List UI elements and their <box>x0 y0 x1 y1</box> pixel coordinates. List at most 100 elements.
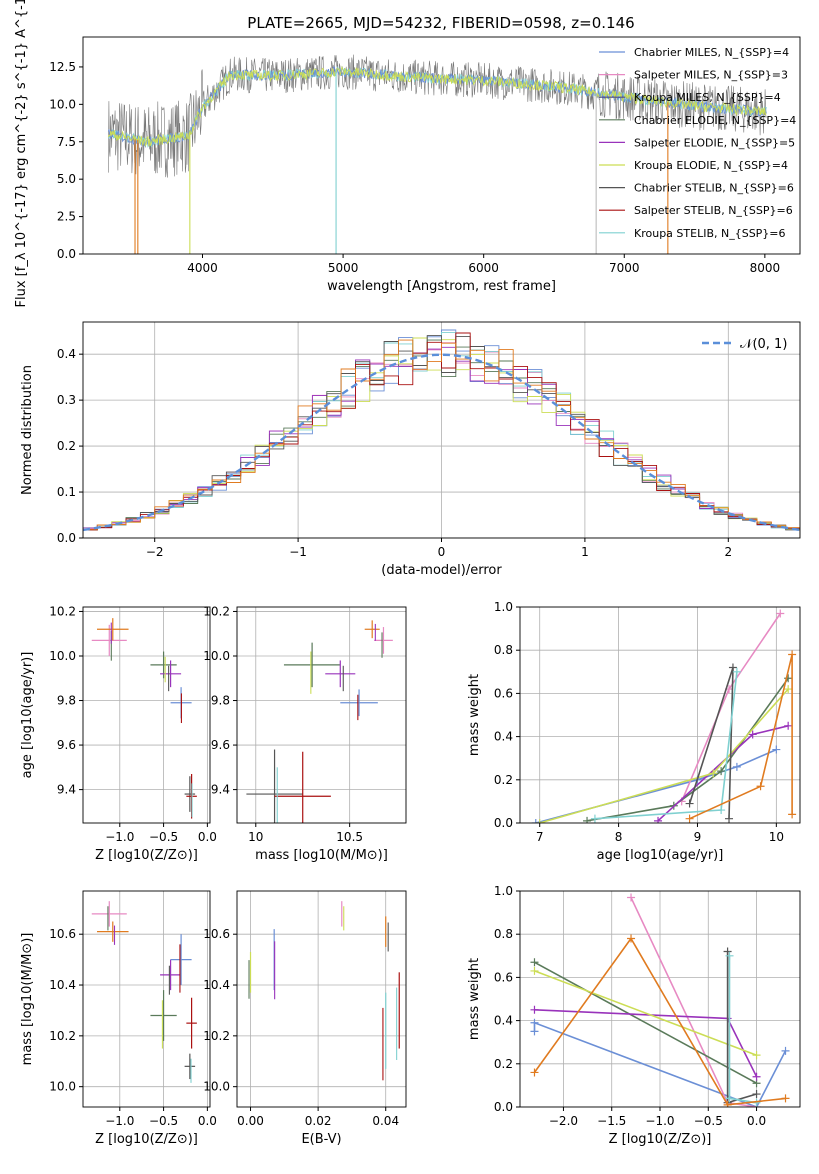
plot-area <box>237 607 406 823</box>
mass-weight-marker <box>530 1018 539 1027</box>
mass-weight-marker <box>752 1072 761 1081</box>
mass-weight-marker <box>756 782 765 791</box>
spectrum-data <box>108 54 767 178</box>
mass-weight-line <box>533 1021 787 1107</box>
mass-weight-marker <box>590 814 599 823</box>
spectrum-model <box>107 65 767 147</box>
y-tick-label: 1.0 <box>494 600 513 614</box>
y-tick-label: 10.0 <box>49 649 76 663</box>
legend-entry: Kroupa STELIB, N_{SSP}=6 <box>634 227 786 240</box>
x-axis-label: Z [log10(Z/Z⊙)] <box>609 1132 712 1147</box>
x-axis-label: mass [log10(M/M⊙)] <box>255 848 388 863</box>
y-tick-label: 10.2 <box>203 604 230 618</box>
x-tick-label: −0.5 <box>149 1114 178 1128</box>
mass-weight-marker <box>530 958 539 967</box>
mass-weight-marker <box>709 769 718 778</box>
y-tick-label: 0.8 <box>494 927 513 941</box>
y-tick-label: 0.4 <box>57 347 76 361</box>
mass-weight-marker <box>654 816 663 823</box>
y-tick-label: 10.0 <box>203 649 230 663</box>
axes-frame <box>82 606 211 824</box>
x-tick-label: 10.5 <box>336 830 363 844</box>
mass-weight-marker <box>535 819 544 823</box>
plot-area <box>107 54 767 254</box>
mass-weight-marker <box>776 609 785 618</box>
axes-frame <box>82 890 211 1108</box>
x-tick-label: 1 <box>581 545 589 559</box>
x-tick-label: 0.0 <box>747 1114 766 1128</box>
y-tick-label: 0.6 <box>494 970 513 984</box>
x-tick-label: 10 <box>769 830 784 844</box>
y-tick-label: 10.2 <box>49 1029 76 1043</box>
gaussian-curve <box>83 353 800 532</box>
legend-entry: Chabrier STELIB, N_{SSP}=6 <box>634 182 794 195</box>
y-axis-label: Flux [f_λ 10^{-17} erg cm^{-2} s^{-1} A^… <box>14 0 29 307</box>
y-tick-label: 0.2 <box>57 439 76 453</box>
panel-mass_vs_EBV: 0.00 0.02 0.04 10.0 10.2 10.4 10.6 E(B-V) <box>203 890 407 1147</box>
axes-frame <box>236 890 407 1108</box>
panel-massweight_vs_age: 7 8 9 10 0.0 0.2 0.4 0.6 0.8 1.0 age [log10(age/yr… <box>467 600 801 863</box>
x-tick-label: 2 <box>724 545 732 559</box>
mass-weight-marker <box>685 814 694 823</box>
x-axis-label: wavelength [Angstrom, rest frame] <box>327 279 556 294</box>
axes-frame <box>236 606 407 824</box>
panel-massweight_vs_Z: −2.0 −1.5 −1.0 −0.5 0.0 0.0 0.2 0.4 0.6 0.8 1.0 Z [… <box>467 884 801 1147</box>
y-tick-label: 0.3 <box>57 393 76 407</box>
x-tick-label: 0.0 <box>198 1114 217 1128</box>
panel-spectrum: 4000 5000 6000 7000 8000 0.0 2.5 5.0 7.5 10.0 12.5… <box>14 0 801 307</box>
mass-weight-marker <box>685 799 694 808</box>
y-tick-label: 10.0 <box>49 1080 76 1094</box>
mass-weight-marker <box>728 663 737 672</box>
mass-weight-marker <box>752 1051 761 1060</box>
mass-weight-marker <box>530 1005 539 1014</box>
y-tick-label: 10.2 <box>49 604 76 618</box>
mass-weight-marker <box>748 730 757 739</box>
y-tick-label: 9.8 <box>57 694 76 708</box>
y-tick-label: 9.6 <box>211 738 230 752</box>
mass-weight-marker <box>788 650 797 659</box>
y-tick-label: 10.0 <box>203 1080 230 1094</box>
mass-weight-line <box>657 725 789 822</box>
plot-area <box>83 607 210 823</box>
y-tick-label: 9.4 <box>57 783 76 797</box>
mass-weight-line <box>533 937 786 1106</box>
legend-entry: Chabrier ELODIE, N_{SSP}=4 <box>634 114 796 127</box>
x-axis-label: Z [log10(Z/Z⊙)] <box>95 1132 198 1147</box>
x-tick-label: 0.02 <box>305 1114 332 1128</box>
mass-weight-line <box>539 688 789 823</box>
x-tick-label: 5000 <box>328 261 359 275</box>
mass-weight-marker <box>723 947 732 956</box>
x-tick-label: 0.0 <box>198 830 217 844</box>
y-tick-label: 10.4 <box>203 978 230 992</box>
mass-weight-marker <box>772 745 781 754</box>
mass-weight-line <box>630 897 757 1107</box>
spectrum-legend: Chabrier MILES, N_{SSP}=4 Salpeter MILES,… <box>599 46 796 240</box>
y-tick-label: 0.6 <box>494 686 513 700</box>
mass-weight-marker <box>784 674 793 683</box>
mass-weight-marker <box>530 1068 539 1077</box>
y-axis-label: mass weight <box>467 958 482 1040</box>
x-tick-label: 7000 <box>609 261 640 275</box>
y-tick-label: 0.4 <box>494 730 513 744</box>
mass-weight-marker <box>531 819 540 823</box>
y-tick-label: 10.4 <box>49 978 76 992</box>
y-tick-label: 0.0 <box>57 247 76 261</box>
mass-weight-marker <box>784 685 793 694</box>
y-tick-label: 10.6 <box>49 927 76 941</box>
mass-weight-marker <box>725 1094 734 1103</box>
mass-weight-marker <box>784 721 793 730</box>
panel-age_vs_Z: −1.0 −0.5 0.0 9.4 9.6 9.8 10.0 10.2 Z [log10(Z/Z… <box>20 604 217 863</box>
mass-weight-marker <box>717 806 726 815</box>
mass-weight-line <box>594 671 738 820</box>
x-tick-label: −0.5 <box>149 830 178 844</box>
mass-weight-marker <box>752 1090 761 1099</box>
legend-entry: Salpeter STELIB, N_{SSP}=6 <box>634 204 793 217</box>
x-tick-label: 8 <box>615 830 623 844</box>
legend-entry: Salpeter ELODIE, N_{SSP}=5 <box>634 136 795 149</box>
y-tick-label: 12.5 <box>49 60 76 74</box>
plot-area <box>520 607 800 823</box>
y-tick-label: 0.1 <box>57 485 76 499</box>
x-tick-label: 4000 <box>187 261 218 275</box>
x-tick-label: 0 <box>438 545 446 559</box>
